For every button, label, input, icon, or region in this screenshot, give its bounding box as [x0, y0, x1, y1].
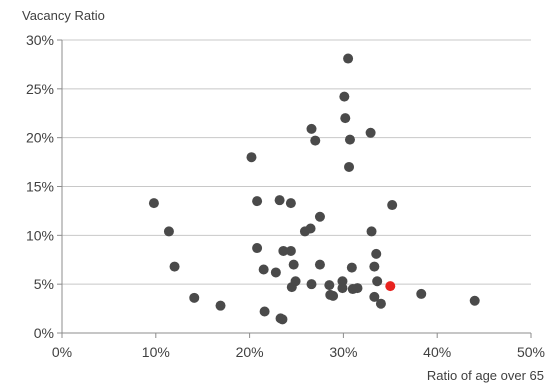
data-point: [252, 196, 263, 207]
data-point: [258, 264, 269, 275]
data-point: [306, 123, 317, 134]
data-point: [215, 300, 226, 311]
data-point: [163, 226, 174, 237]
y-tick-label: 5%: [34, 276, 54, 292]
data-point: [369, 261, 380, 272]
data-point: [369, 291, 380, 302]
data-point: [305, 223, 316, 234]
data-point: [344, 161, 355, 172]
data-point: [352, 283, 363, 294]
data-point: [375, 298, 386, 309]
y-tick-label: 20%: [26, 130, 54, 146]
data-point: [288, 259, 299, 270]
data-point: [387, 200, 398, 211]
y-tick-label: 30%: [26, 32, 54, 48]
data-point: [372, 276, 383, 287]
data-point: [314, 211, 325, 222]
x-tick-label: 10%: [142, 344, 170, 360]
y-tick-label: 10%: [26, 227, 54, 243]
y-tick-label: 15%: [26, 179, 54, 195]
data-point: [285, 198, 296, 209]
data-point: [346, 262, 357, 273]
data-point: [324, 280, 335, 291]
x-axis-title: Ratio of age over 65: [426, 368, 544, 383]
data-point: [337, 276, 348, 287]
axes: [57, 39, 532, 338]
data-point: [278, 245, 289, 256]
data-point: [328, 290, 339, 301]
data-point: [285, 245, 296, 256]
y-axis-title: Vacancy Ratio: [22, 8, 105, 23]
x-tick-label: 40%: [423, 344, 451, 360]
x-tick-label: 30%: [329, 344, 357, 360]
data-point: [344, 134, 355, 145]
x-tick-label: 20%: [236, 344, 264, 360]
data-point: [371, 248, 382, 259]
highlighted-data-point: [385, 281, 396, 292]
y-tick-labels: 0% 5% 10% 15% 20% 25% 30%: [26, 32, 54, 341]
data-point: [340, 113, 351, 124]
data-points: [148, 53, 480, 325]
x-tick-label: 0%: [52, 344, 72, 360]
y-tick-label: 0%: [34, 325, 54, 341]
data-point: [148, 198, 159, 209]
data-point: [189, 292, 200, 303]
gridlines: [62, 39, 531, 285]
data-point: [252, 243, 263, 254]
data-point: [469, 295, 480, 306]
data-point: [259, 306, 270, 317]
x-tick-label: 50%: [517, 344, 545, 360]
data-point: [343, 53, 354, 64]
data-point: [246, 152, 257, 163]
data-point: [270, 267, 281, 278]
data-point: [339, 91, 350, 102]
x-tick-labels: 0% 10% 20% 30% 40% 50%: [52, 344, 545, 360]
data-point: [310, 135, 321, 146]
data-point: [365, 127, 376, 138]
data-point: [290, 276, 301, 287]
data-point: [314, 259, 325, 270]
data-point: [306, 279, 317, 290]
data-point: [416, 288, 427, 299]
data-point: [169, 261, 180, 272]
data-point: [366, 226, 377, 237]
data-point: [277, 314, 288, 325]
data-point: [274, 195, 285, 206]
y-tick-label: 25%: [26, 81, 54, 97]
data-point: [337, 283, 348, 294]
